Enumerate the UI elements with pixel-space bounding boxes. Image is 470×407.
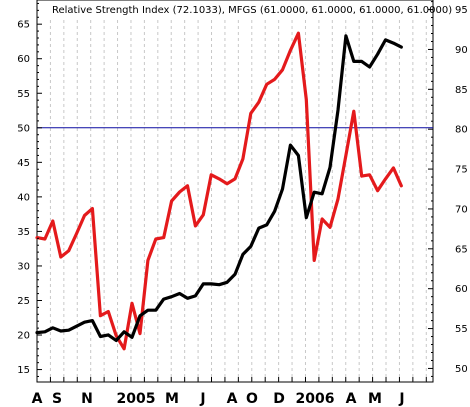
- series-line-red: [35, 31, 403, 351]
- left-tick-label: 40: [17, 192, 30, 203]
- right-tick-label: 80: [455, 125, 468, 136]
- plot-frame: [36, 0, 434, 383]
- right-tick-label: 60: [455, 284, 468, 295]
- right-tick-label: 55: [455, 324, 468, 335]
- left-tick-label: 15: [17, 365, 30, 376]
- x-tick-label: J: [199, 391, 205, 407]
- left-tick-label: 45: [17, 158, 30, 169]
- x-tick-label: A: [32, 391, 43, 407]
- x-tick-label: A: [346, 391, 357, 407]
- left-tick-label: 35: [17, 227, 30, 238]
- series-line-black: [35, 34, 403, 343]
- right-tick-label: 90: [455, 45, 468, 56]
- left-tick-label: 30: [17, 261, 30, 272]
- left-tick-label: 65: [17, 20, 30, 31]
- right-tick-label: 50: [455, 364, 468, 375]
- right-tick-label: 65: [455, 244, 468, 255]
- right-tick-label: 70: [455, 204, 468, 215]
- left-tick-label: 25: [17, 296, 30, 307]
- chart-title: Relative Strength Index (72.1033), MFGS …: [52, 5, 452, 16]
- left-tick-label: 55: [17, 89, 30, 100]
- x-tick-label: M: [165, 391, 179, 407]
- x-tick-label: O: [246, 391, 258, 407]
- x-axis: A S N 2005 M J A O D 2006 A M J: [32, 377, 427, 407]
- left-tick-label: 60: [17, 54, 30, 65]
- left-tick-label: 20: [17, 331, 30, 342]
- left-tick-label: 50: [17, 123, 30, 134]
- right-tick-label: 75: [455, 165, 468, 176]
- x-tick-label: 2006: [296, 391, 335, 407]
- right-tick-label: 95: [455, 5, 468, 16]
- x-tick-label: D: [273, 391, 285, 407]
- x-tick-label: A: [227, 391, 238, 407]
- x-tick-label: N: [81, 391, 93, 407]
- x-tick-label: M: [368, 391, 382, 407]
- x-tick-label: S: [52, 391, 62, 407]
- x-tick-label: J: [398, 391, 404, 407]
- series-group: [35, 31, 403, 351]
- right-axis: 50 55 60 65 70 75 80 85 90 95: [428, 1, 468, 377]
- left-axis: 15 20 25 30 35 40 45 50 55 60 65: [17, 2, 42, 377]
- x-tick-label: 2005: [117, 391, 156, 407]
- right-tick-label: 85: [455, 85, 468, 96]
